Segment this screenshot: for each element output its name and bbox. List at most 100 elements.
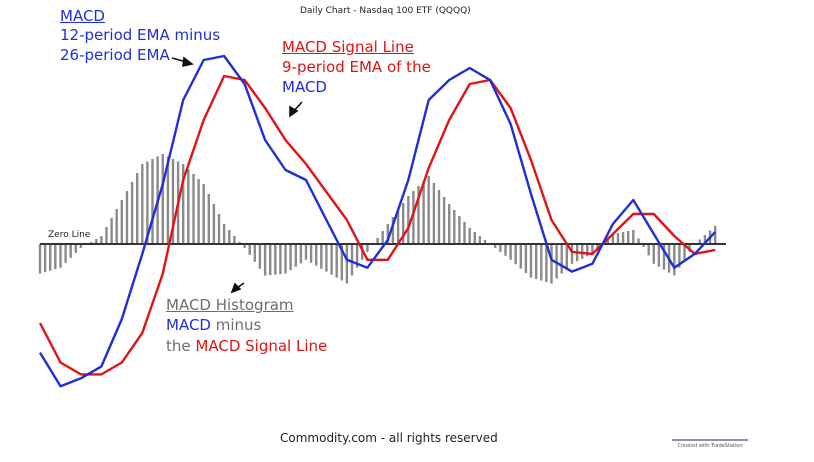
histogram-bar [325, 244, 328, 272]
histogram-bar [458, 216, 461, 244]
histogram-bar [386, 224, 389, 244]
histogram-bar [657, 244, 661, 267]
histogram-bar [233, 236, 236, 244]
histogram-bar [304, 244, 308, 260]
histogram-bar [422, 181, 425, 244]
histogram-desc-minus: minus [215, 316, 262, 334]
histogram-title-label: MACD Histogram [166, 296, 294, 314]
watermark: Created with TradeStation [672, 439, 748, 449]
histogram-bar [673, 244, 676, 276]
histogram-bar [442, 197, 446, 244]
histogram-bar [586, 244, 589, 257]
histogram-bar [38, 244, 42, 274]
histogram-bar [136, 173, 139, 244]
histogram-bar [703, 235, 707, 244]
histogram-bar [366, 244, 369, 252]
histogram-bar [678, 244, 681, 268]
histogram-bar [504, 244, 507, 256]
histogram-bar [125, 191, 129, 244]
histogram-bar [161, 154, 164, 244]
macd-desc-line1: 12-period EMA minus [60, 26, 221, 44]
histogram-desc-line1: MACD minus [166, 318, 261, 333]
signal-desc-line2: MACD [282, 78, 327, 96]
histogram-bar [524, 244, 528, 274]
histogram-bar [120, 200, 123, 244]
histogram-bar [632, 230, 635, 244]
histogram-bar [212, 204, 216, 244]
histogram-bar [335, 244, 338, 278]
histogram-bar [248, 244, 251, 255]
histogram-bar [330, 244, 333, 275]
histogram-bar [448, 204, 451, 244]
histogram-bar [274, 244, 277, 275]
histogram-bar [581, 244, 584, 259]
histogram-bar [284, 244, 287, 274]
histogram-bar [683, 244, 686, 260]
histogram-bar [269, 244, 272, 276]
histogram-bar [616, 233, 620, 244]
macd-line [38, 54, 717, 388]
histogram-bar [591, 244, 594, 254]
histogram-bar [320, 244, 323, 269]
histogram-bar [478, 236, 482, 244]
histogram-bar [529, 244, 533, 278]
histogram-bar [453, 210, 456, 244]
histogram-bar [437, 190, 441, 244]
histogram-bar [74, 244, 77, 253]
histogram-bar [182, 164, 185, 244]
histogram-bar [545, 244, 548, 282]
histogram-bar [100, 236, 103, 244]
histogram-bar [315, 244, 318, 266]
histogram-bar [407, 196, 410, 244]
histogram-bar [483, 240, 487, 244]
histogram-bar [115, 209, 118, 244]
macd-title-label: MACD [60, 7, 105, 25]
histogram-bar [110, 218, 113, 244]
histogram-bar [350, 244, 354, 276]
hist-arrow-head [230, 282, 242, 294]
histogram-bar [402, 203, 405, 244]
histogram-bar [540, 244, 543, 281]
histogram-bar [171, 159, 175, 244]
pointer-arrows [171, 56, 303, 294]
histogram-bar [555, 244, 558, 279]
histogram-desc-signal: MACD Signal Line [195, 337, 328, 355]
histogram-bar [258, 244, 262, 269]
histogram-bar [642, 244, 645, 247]
chart-title: Daily Chart - Nasdaq 100 ETF (QQQQ) [300, 6, 471, 16]
histogram-bar [105, 227, 108, 244]
histogram-bar [43, 244, 47, 273]
histogram-bar [355, 244, 359, 268]
histogram-bar [197, 179, 200, 244]
histogram-bar [294, 244, 297, 267]
histogram-bar [228, 230, 231, 244]
watermark-text: Created with TradeStation [677, 443, 742, 449]
histogram-bar [253, 244, 256, 262]
histogram-bar [698, 239, 701, 244]
histogram-bar [381, 231, 384, 244]
histogram-bar [289, 244, 292, 271]
histogram-desc-the: the [166, 337, 191, 355]
histogram-bar [207, 194, 210, 244]
histogram-bar [473, 232, 476, 244]
histogram-bar [468, 228, 471, 244]
histogram-bar [611, 234, 615, 244]
histogram-bar [49, 244, 52, 271]
histogram-bar [192, 174, 195, 244]
histogram-bar [95, 239, 98, 244]
histogram-bar [714, 226, 717, 244]
histogram-bar [345, 244, 349, 284]
histogram-bar [202, 184, 205, 244]
histogram-bar [627, 231, 630, 244]
histogram-bar [340, 244, 343, 281]
histogram-bar [279, 244, 282, 275]
histogram-bar [494, 244, 497, 248]
histogram-bar [560, 244, 563, 274]
histogram-bar [130, 182, 134, 244]
histogram-bar [54, 244, 57, 270]
zero-line-label: Zero Line [48, 230, 91, 240]
signal-desc-line1: 9-period EMA of the [282, 58, 431, 76]
histogram-bar [64, 244, 67, 263]
histogram-bar [412, 191, 415, 244]
histogram-bar [79, 244, 83, 248]
